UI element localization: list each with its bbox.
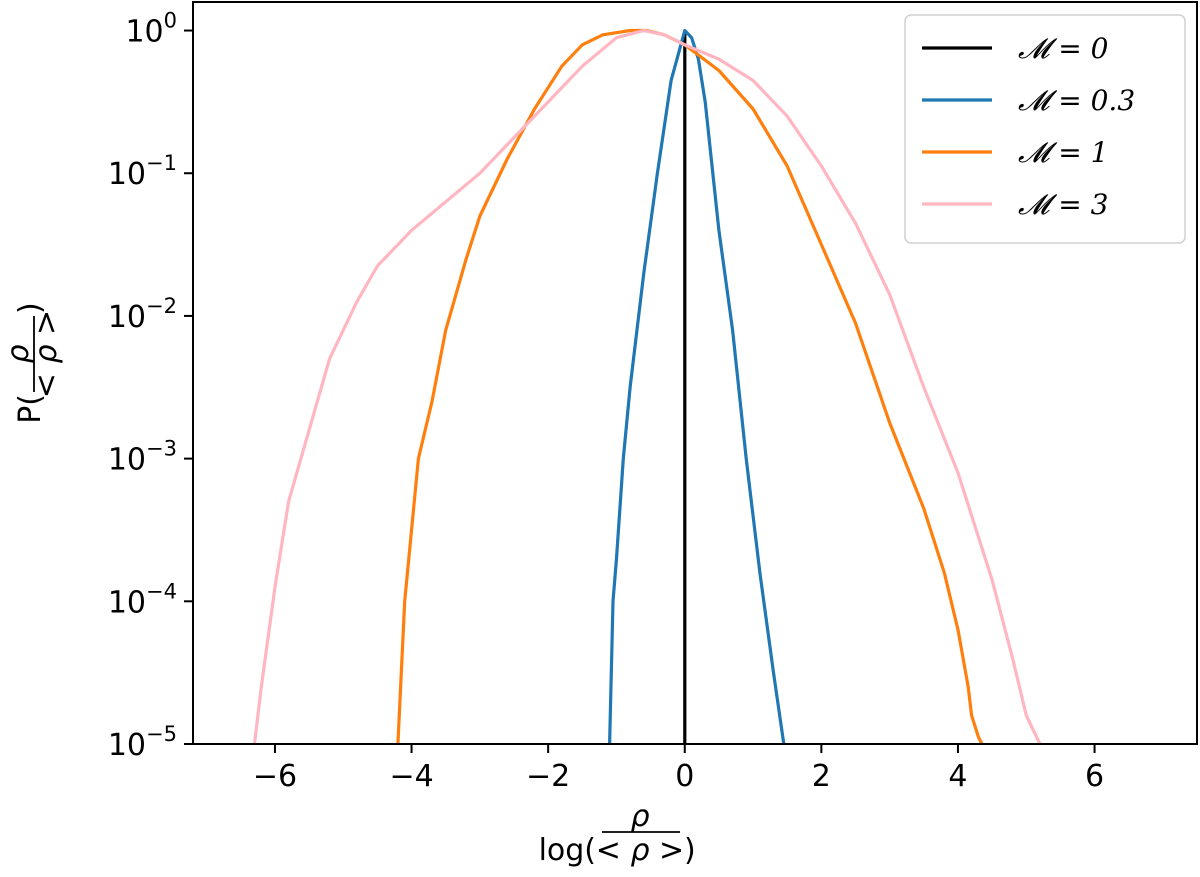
- series-layer: [252, 28, 1042, 744]
- legend-box: [904, 14, 1186, 244]
- svg-text:ρ: ρ: [630, 799, 649, 834]
- x-tick-label: 0: [675, 759, 694, 794]
- svg-text:ρ: ρ: [1, 344, 36, 363]
- y-tick-label: 10−5: [108, 722, 177, 763]
- svg-text:): ): [13, 302, 48, 314]
- y-tick-label: 10−1: [108, 151, 177, 192]
- y-tick-label: 10−4: [108, 579, 177, 620]
- legend-label-0: 𝓜 = 0: [1018, 32, 1108, 65]
- series-line-2: [396, 28, 984, 744]
- legend-label-1: 𝓜 = 0.3: [1018, 84, 1135, 117]
- x-axis: −6 −4 −2 0 2 4 6: [253, 744, 1104, 794]
- y-tick-label: 100: [125, 9, 177, 50]
- svg-text:< ρ >: < ρ >: [29, 310, 64, 398]
- svg-text:P(: P(: [13, 394, 48, 424]
- plot-frame: [192, 1, 1198, 745]
- x-tick-label: 6: [1085, 759, 1104, 794]
- x-tick-label: 2: [812, 759, 831, 794]
- x-tick-label: −2: [526, 759, 570, 794]
- legend-label-3: 𝓜 = 3: [1018, 188, 1108, 221]
- x-tick-label: −6: [253, 759, 297, 794]
- svg-text:< ρ >: < ρ >: [596, 833, 684, 868]
- y-tick-label: 10−3: [108, 437, 177, 478]
- y-tick-label: 10−2: [108, 294, 177, 335]
- x-tick-label: 4: [948, 759, 967, 794]
- svg-text:log(: log(: [539, 833, 596, 868]
- series-line-3: [252, 28, 1042, 744]
- x-axis-label: log( ρ < ρ > ): [539, 799, 696, 868]
- x-tick-label: −4: [389, 759, 433, 794]
- svg-text:): ): [684, 833, 696, 868]
- series-line-1: [608, 28, 786, 744]
- y-axis: 100 10−1 10−2 10−3 10−4 10−5: [108, 9, 193, 763]
- y-axis-label: P( ρ < ρ > ): [1, 302, 64, 424]
- legend: 𝓜 = 0 𝓜 = 0.3 𝓜 = 1 𝓜 = 3: [904, 14, 1186, 244]
- legend-label-2: 𝓜 = 1: [1018, 136, 1108, 169]
